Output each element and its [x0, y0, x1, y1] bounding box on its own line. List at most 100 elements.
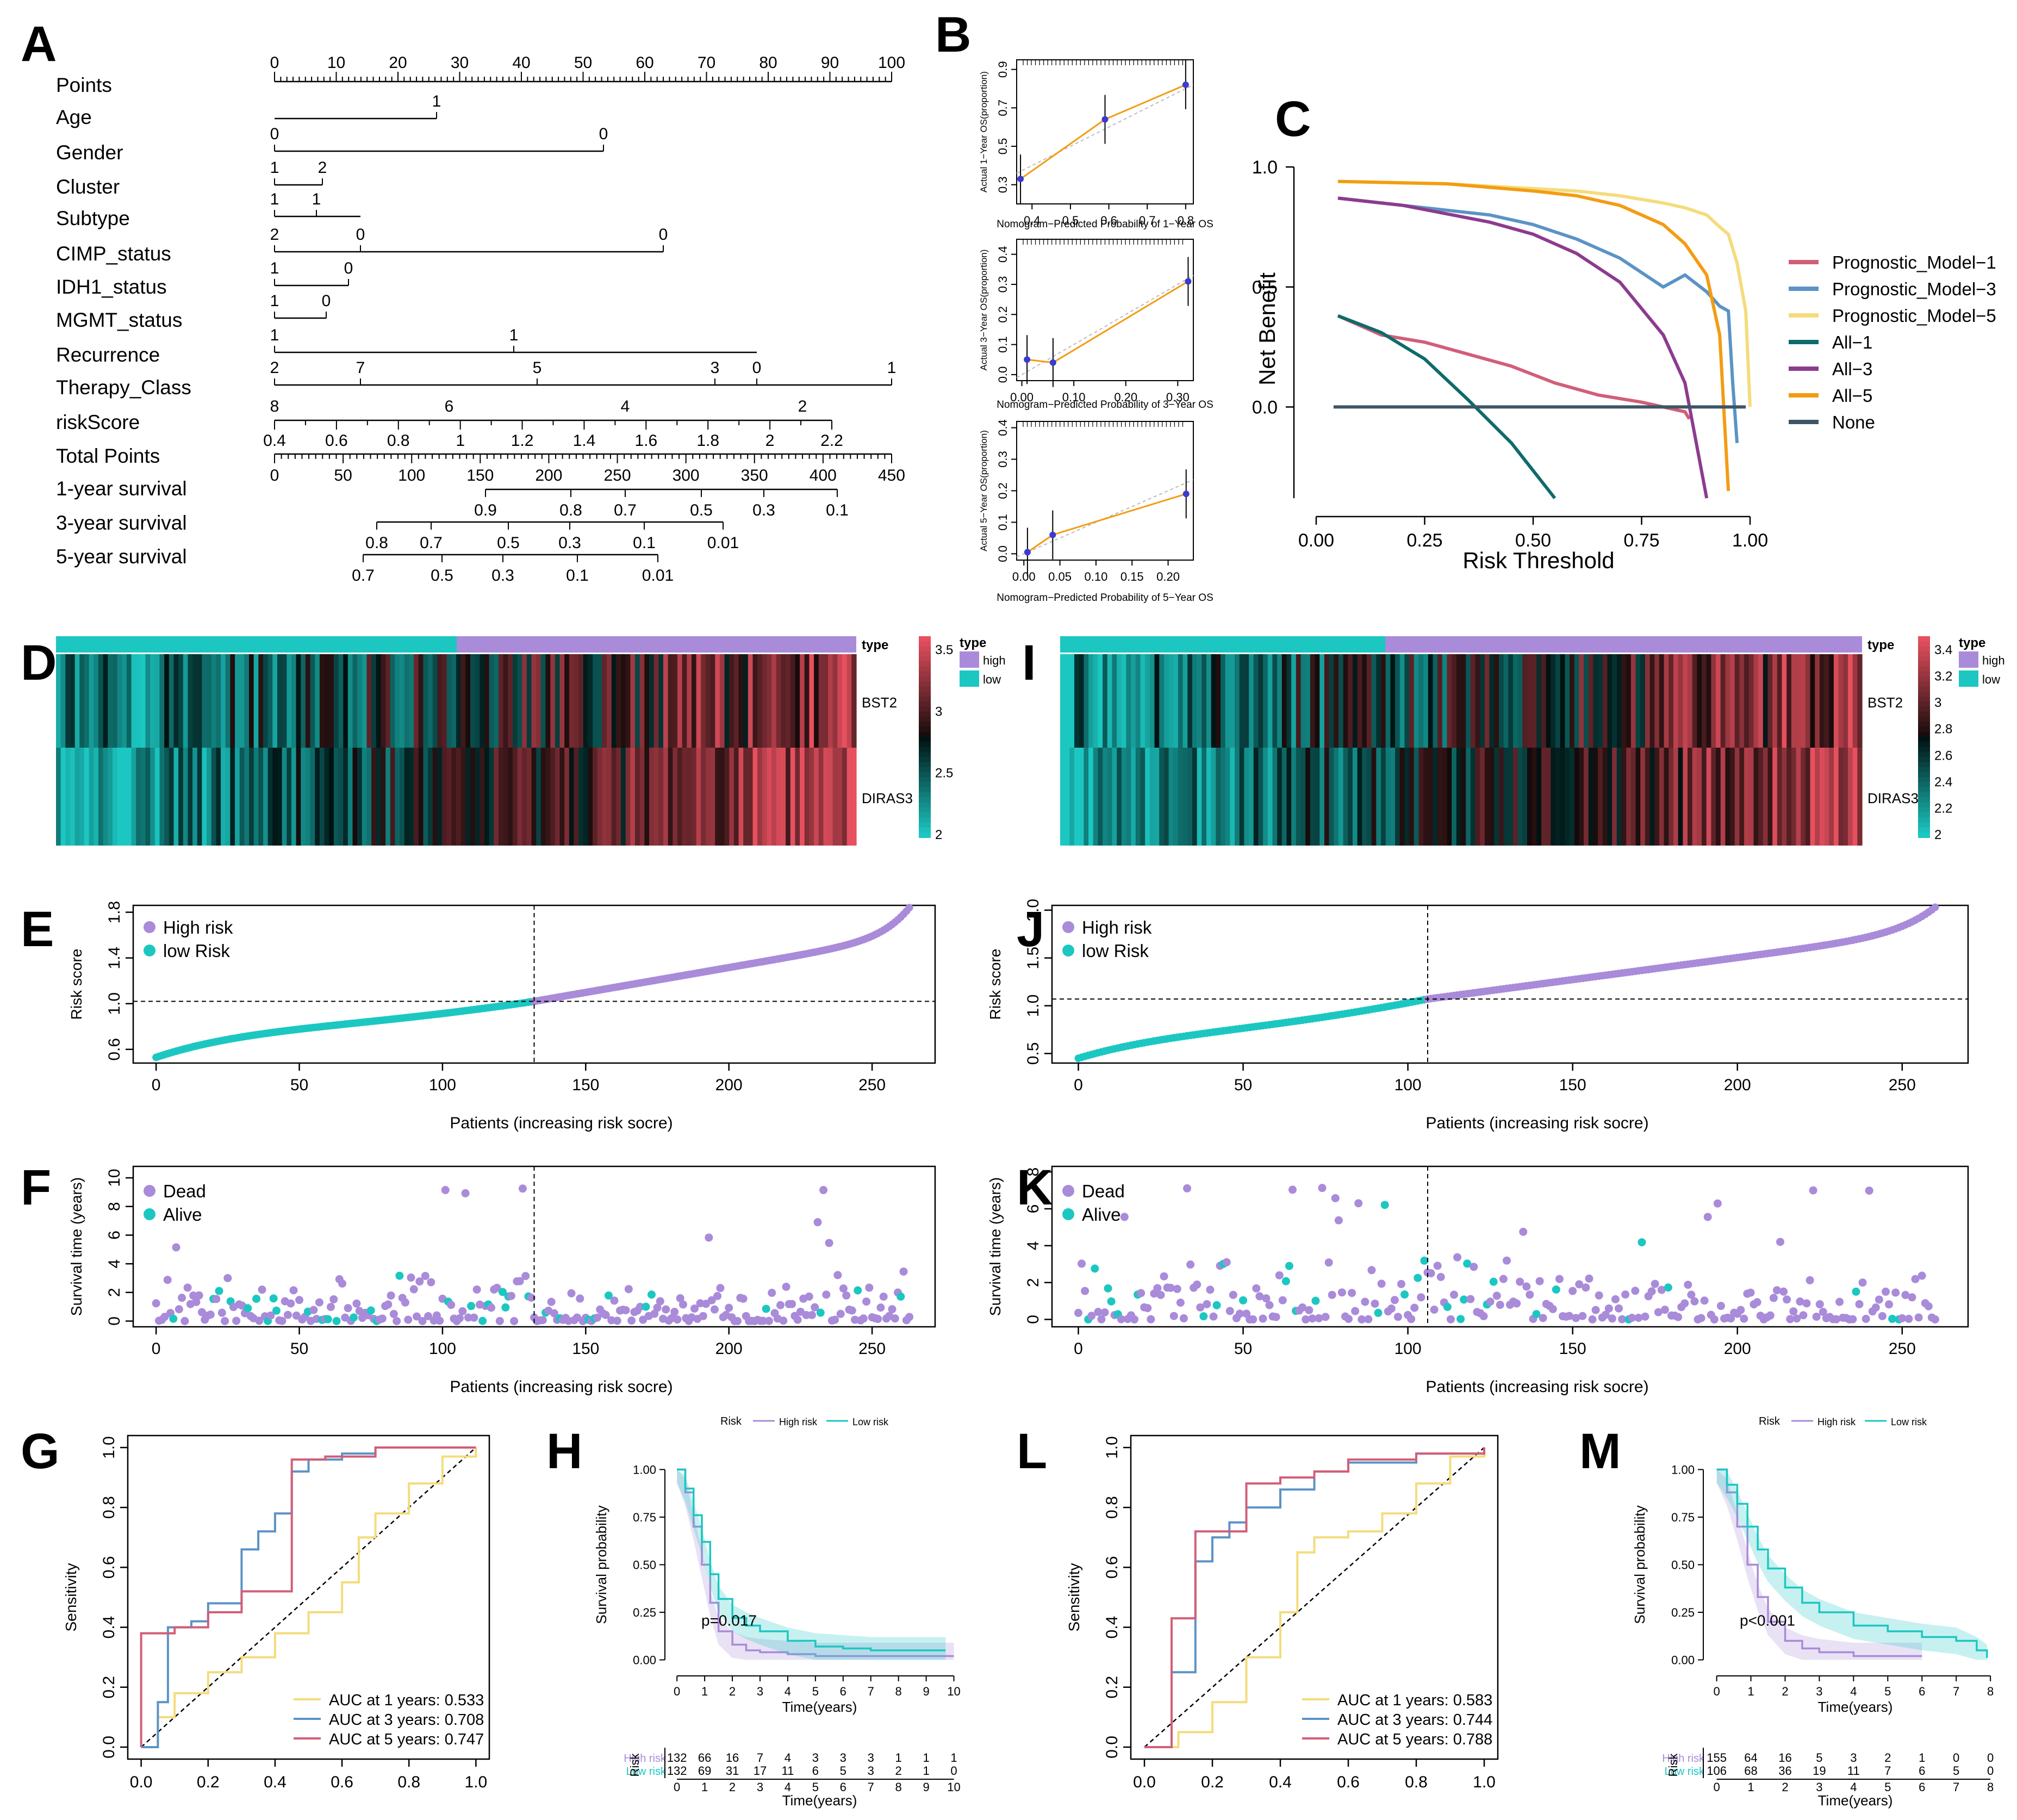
heatmap-colorscale-step [1918, 787, 1930, 793]
heatmap-cell-bst2 [814, 654, 819, 748]
heatmap-cell-diras3 [1305, 748, 1311, 846]
heatmap-cell-diras3 [235, 748, 240, 846]
heatmap-cell-bst2 [639, 654, 645, 748]
riskscore-legend-dot-high [144, 921, 155, 933]
heatmap-cell-bst2 [691, 654, 697, 748]
heatmap-cell-bst2 [701, 654, 706, 748]
survival-point-dead [1318, 1184, 1327, 1192]
nomogram-variable-tick-label: 3 [711, 359, 720, 377]
heatmap-cell-diras3 [1230, 748, 1235, 846]
riskscore-ytick-label: 1.8 [105, 901, 123, 924]
survival-tick-label: 0.1 [633, 534, 656, 552]
survival-point-dead [538, 1316, 547, 1325]
riskscore-xtick-label: 0 [152, 1076, 161, 1094]
risk-table-time-label: 4 [1850, 1780, 1857, 1794]
heatmap-cell-bst2 [1551, 654, 1556, 748]
heatmap-colorscale-step [919, 757, 931, 763]
heatmap-cell-bst2 [1352, 654, 1358, 748]
heatmap-legend-swatch-high [960, 651, 979, 668]
km-ytick-label: 0.00 [633, 1654, 656, 1667]
risk-table-time-label: 1 [1747, 1780, 1754, 1794]
calibration-xtick-label: 0.10 [1062, 390, 1086, 404]
heatmap-cell-diras3 [310, 748, 315, 846]
survival-point-dead [1815, 1300, 1824, 1309]
heatmap-cell-bst2 [1357, 654, 1362, 748]
heatmap-cell-bst2 [733, 654, 739, 748]
heatmap-cell-diras3 [710, 748, 715, 846]
survival-point-alive [467, 1302, 476, 1310]
risk-table-count: 0 [950, 1764, 957, 1778]
risk-table-count: 0 [1953, 1751, 1959, 1765]
risk-table-count: 132 [667, 1764, 687, 1778]
calibration-xlabel: Nomogram−Predicted Probability of 3−Year… [997, 399, 1213, 411]
risk-table-count: 31 [726, 1764, 739, 1778]
heatmap-row-label: DIRAS3 [862, 790, 913, 806]
survival-point-alive [1852, 1287, 1860, 1296]
survival-point-alive [350, 1313, 358, 1322]
dca-series-line [1337, 179, 1752, 407]
heatmap-cell-bst2 [103, 654, 108, 748]
heatmap-cell-bst2 [790, 654, 796, 748]
heatmap-cell-diras3 [1404, 748, 1410, 846]
heatmap-colorscale-step [919, 726, 931, 732]
survival-point-alive [323, 1315, 332, 1324]
heatmap-cell-bst2 [484, 654, 490, 748]
heatmap-cell-diras3 [1371, 748, 1377, 846]
km-xtick-label: 5 [812, 1685, 819, 1698]
heatmap-cell-diras3 [1593, 748, 1598, 846]
survival-point-dead [1621, 1290, 1630, 1299]
heatmap-row-label: BST2 [1867, 694, 1903, 711]
heatmap-cell-diras3 [536, 748, 541, 846]
survival-point-dead [825, 1239, 833, 1247]
survival-point-dead [1117, 1315, 1125, 1324]
survival-legend-dot-dead [144, 1185, 155, 1197]
survival-point-dead [1848, 1315, 1857, 1324]
heatmap-cell-bst2 [1782, 654, 1787, 748]
survival-point-dead [1078, 1259, 1086, 1268]
survival-ylabel: Survival time (years) [68, 1177, 85, 1316]
dca-legend-label: Prognostic_Model−5 [1832, 306, 1996, 326]
heatmap-cell-diras3 [188, 748, 193, 846]
survival-point-dead [888, 1305, 897, 1314]
heatmap-cell-bst2 [1348, 654, 1353, 748]
heatmap-cell-diras3 [305, 748, 311, 846]
heatmap-cell-diras3 [564, 748, 570, 846]
roc-ytick-label: 0.4 [1103, 1616, 1121, 1639]
heatmap-legend-low: low [983, 673, 1001, 686]
survival-tick-label: 0.8 [365, 534, 388, 552]
heatmap-cell-diras3 [1296, 748, 1302, 846]
riskscore-tick-label: 1.6 [634, 432, 657, 450]
riskscore-tick-label: 2 [765, 432, 775, 450]
risk-table-count: 1 [923, 1764, 929, 1778]
heatmap-cell-bst2 [1399, 654, 1405, 748]
heatmap-cell-diras3 [480, 748, 485, 846]
survival-xtick-label: 200 [715, 1340, 743, 1358]
riskscore-tick-label: 1.2 [511, 432, 534, 450]
survival-point-dead [487, 1303, 495, 1312]
heatmap-cell-bst2 [823, 654, 829, 748]
heatmap-cell-bst2 [347, 654, 353, 748]
heatmap-colorscale-step [919, 832, 931, 838]
heatmap-colorscale-step [1918, 686, 1930, 692]
heatmap-type-label: type [1867, 638, 1894, 653]
heatmap-cell-bst2 [1640, 654, 1646, 748]
heatmap-cell-diras3 [1522, 748, 1528, 846]
heatmap-colorscale-step [1918, 797, 1930, 803]
heatmap-cell-diras3 [338, 748, 344, 846]
survival-point-dead [1753, 1298, 1761, 1307]
heatmap-cell-diras3 [451, 748, 457, 846]
heatmap-cell-bst2 [291, 654, 297, 748]
heatmap-cell-bst2 [635, 654, 640, 748]
heatmap-cell-diras3 [65, 748, 71, 846]
heatmap-cell-bst2 [1541, 654, 1547, 748]
heatmap-colorscale-step [919, 822, 931, 828]
heatmap-cell-diras3 [682, 748, 687, 846]
survival-point-alive [816, 1308, 825, 1317]
heatmap-cell-bst2 [715, 654, 720, 748]
heatmap-cell-bst2 [625, 654, 631, 748]
km-legend-title: Risk [1759, 1415, 1781, 1427]
heatmap-colorscale-step [1918, 701, 1930, 707]
heatmap-cell-diras3 [333, 748, 339, 846]
survival-point-dead [1608, 1314, 1616, 1323]
